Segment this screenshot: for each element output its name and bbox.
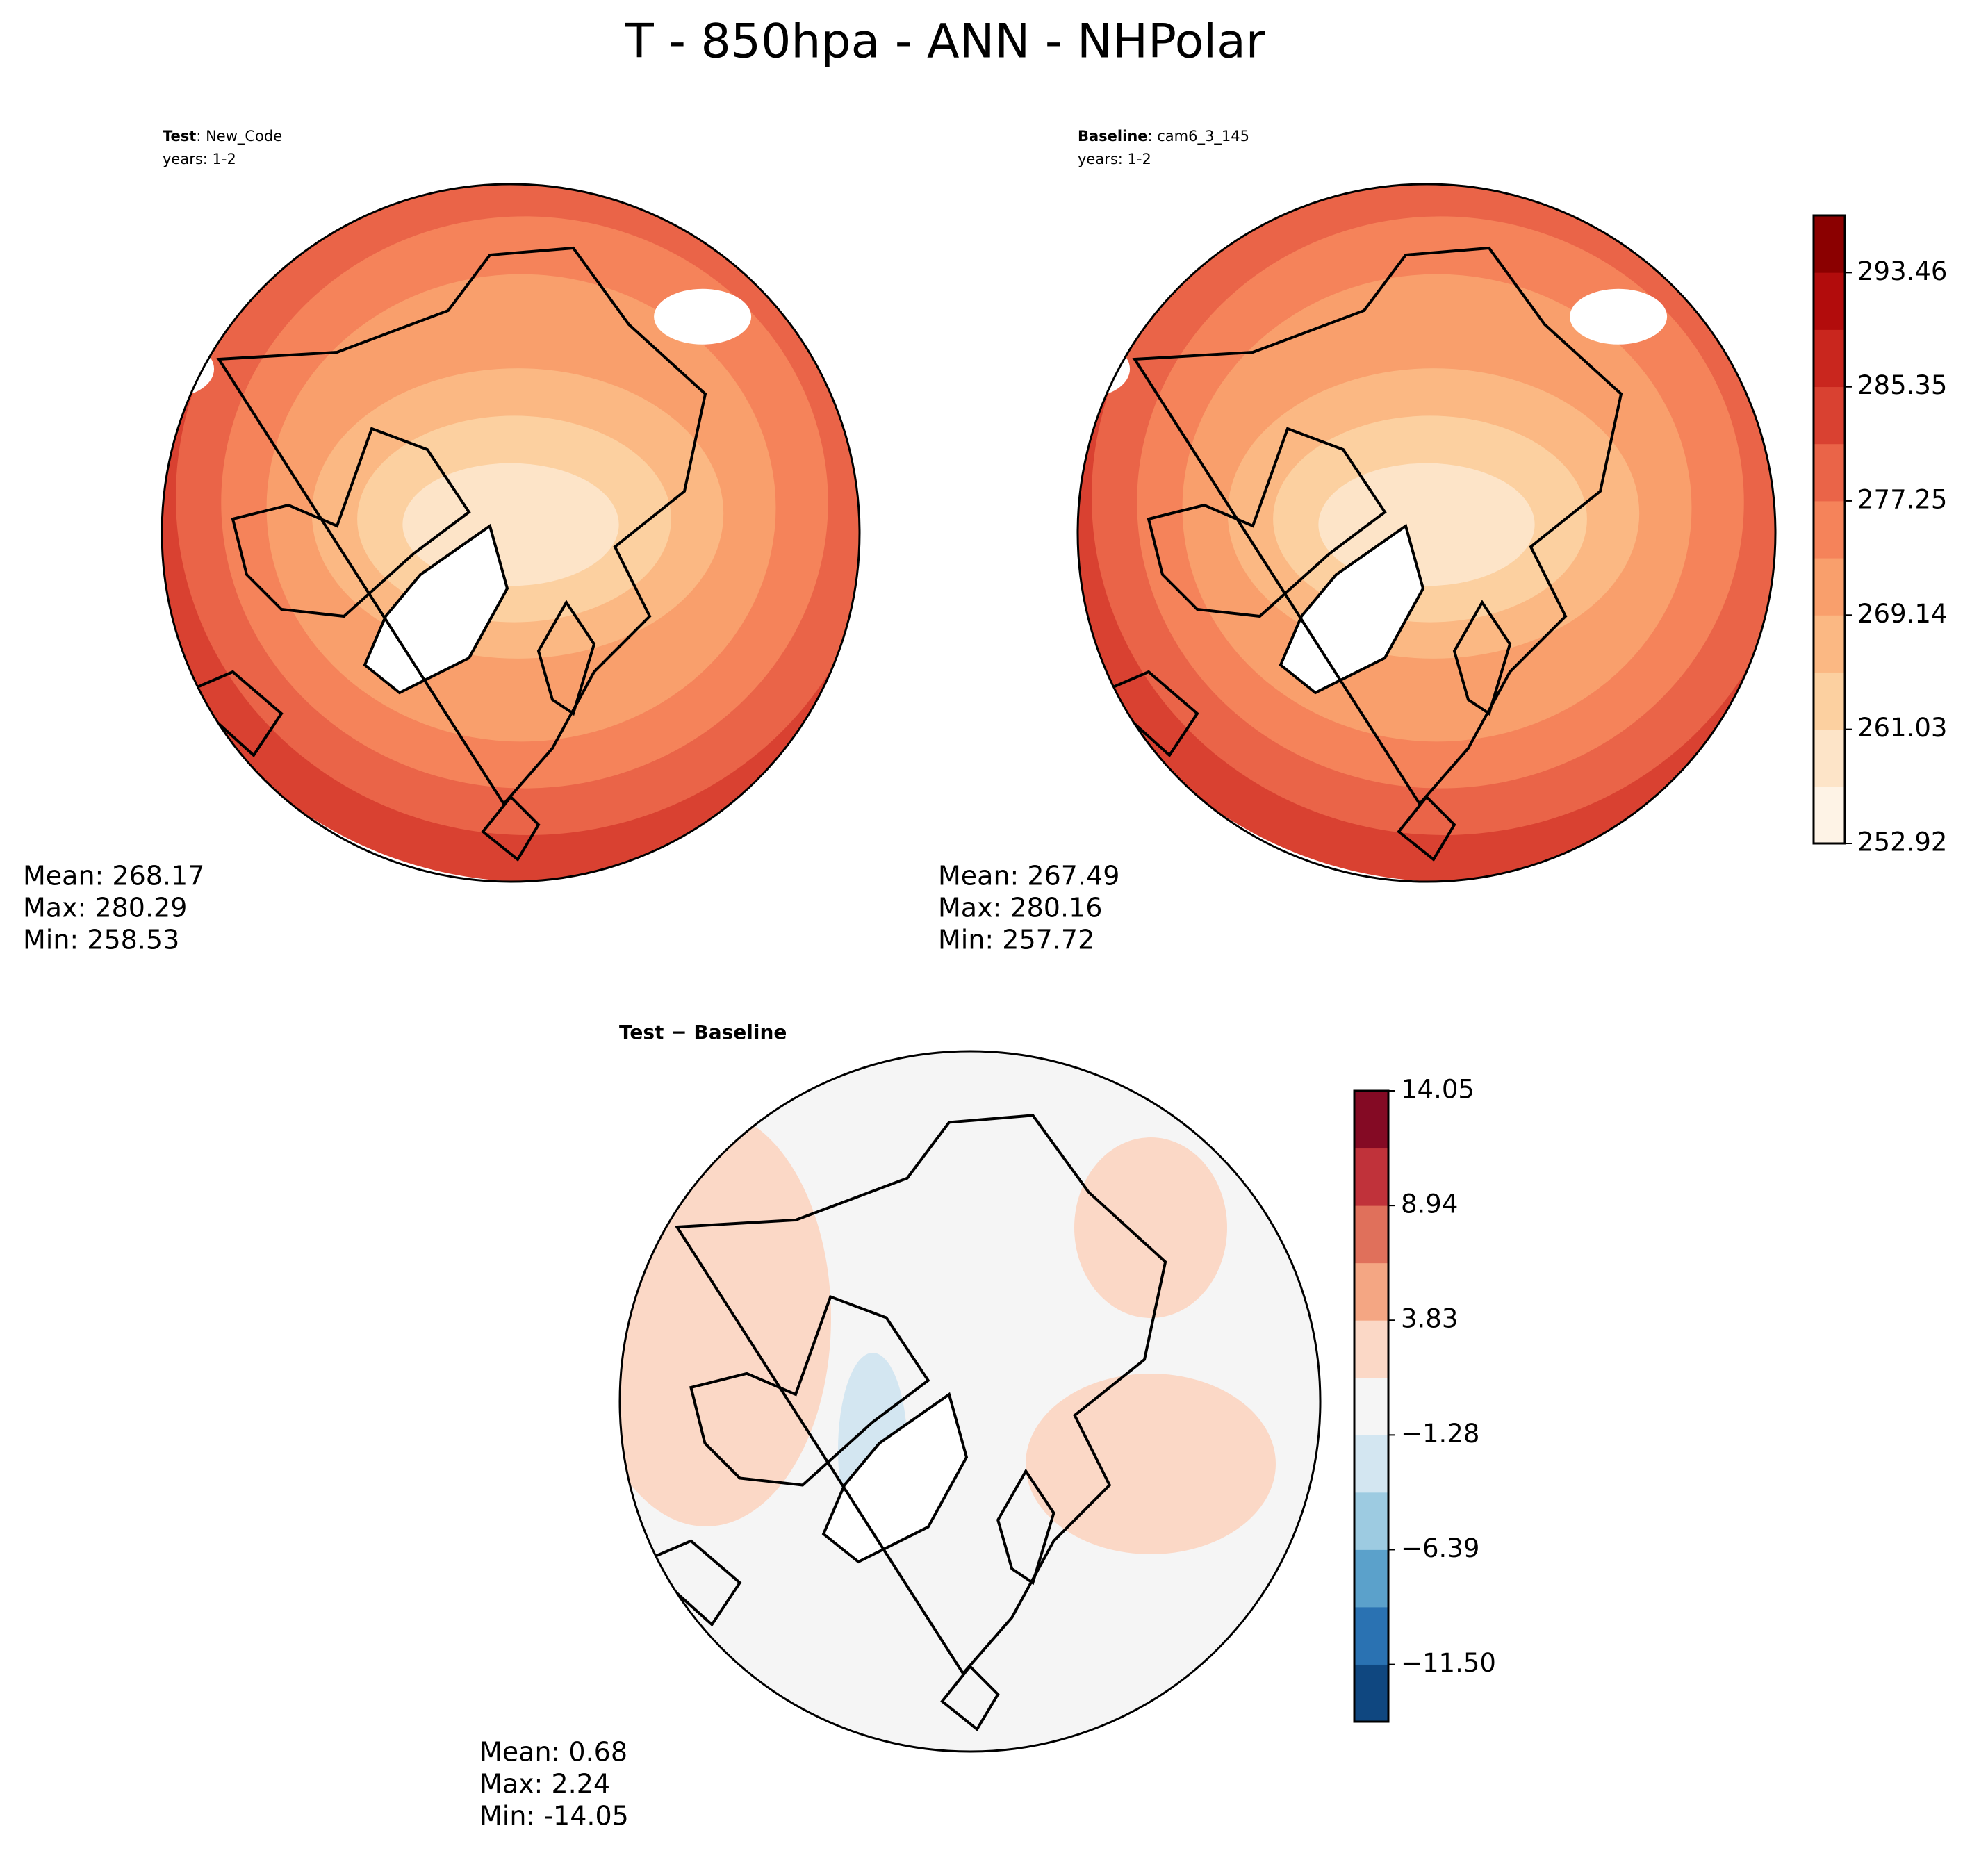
ice-sheet <box>1279 523 1425 695</box>
colorbar-tick-label: 285.35 <box>1857 370 1947 400</box>
colorbar-level <box>1814 615 1845 673</box>
colorbar-tick-label: 14.05 <box>1401 1075 1474 1105</box>
missing-data <box>654 288 752 345</box>
map-boundary <box>618 1050 1322 1753</box>
panel-years: years: 1-2 <box>1078 151 1151 167</box>
colorbar-tick-label: −11.50 <box>1401 1648 1496 1678</box>
colorbar-level <box>1814 729 1845 787</box>
colorbar-level <box>1354 1606 1388 1665</box>
colorbar-level <box>1354 1492 1388 1550</box>
coastline <box>216 246 707 807</box>
colorbar-level <box>1354 1435 1388 1493</box>
coastline <box>1452 600 1512 716</box>
colorbar-tick-label: 8.94 <box>1401 1189 1458 1219</box>
colorbar-level <box>1354 1262 1388 1321</box>
map-boundary <box>1076 183 1777 883</box>
colorbar-level <box>1814 558 1845 616</box>
colorbar-frame <box>1812 214 1846 845</box>
stat-line: Max: 2.24 <box>479 1769 610 1800</box>
map-boundary <box>161 183 861 883</box>
colorbar-tick-label: 252.92 <box>1857 827 1947 857</box>
panel-label-text: : cam6_3_145 <box>1148 128 1249 145</box>
coastline <box>674 1114 1167 1676</box>
colorbar-level <box>1814 672 1845 730</box>
coastline <box>536 600 596 716</box>
panel-years: years: 1-2 <box>163 151 236 167</box>
panel-label-bold: Test <box>163 128 196 145</box>
missing-data <box>1078 341 1131 397</box>
colorbar-level <box>1814 443 1845 502</box>
colorbar-level <box>1814 386 1845 445</box>
missing-data <box>162 341 215 397</box>
colorbar-level <box>1354 1148 1388 1206</box>
stat-line: Min: -14.05 <box>479 1801 629 1831</box>
contour-fill <box>1026 1374 1276 1554</box>
colorbar-level <box>1354 1377 1388 1435</box>
contour-fill <box>1074 1137 1227 1318</box>
coastline <box>1097 670 1199 758</box>
colorbar-level <box>1814 272 1845 330</box>
figure-title: T - 850hpa - ANN - NHPolar <box>624 15 1265 69</box>
stat-line: Min: 258.53 <box>23 925 179 955</box>
panel-label: Test: New_Code <box>163 128 282 145</box>
coastline <box>996 1468 1055 1586</box>
stat-line: Mean: 0.68 <box>479 1737 627 1768</box>
colorbar-frame <box>1353 1089 1390 1723</box>
stat-line: Mean: 267.49 <box>938 861 1119 891</box>
ice-sheet <box>363 523 509 695</box>
colorbar-tick-label: −6.39 <box>1401 1533 1479 1563</box>
coastline <box>639 1539 742 1627</box>
colorbar-level <box>1814 329 1845 388</box>
colorbar-tick-label: 277.25 <box>1857 484 1947 514</box>
colorbar-level <box>1354 1320 1388 1378</box>
colorbar-level <box>1814 215 1845 273</box>
stat-line: Min: 257.72 <box>938 925 1094 955</box>
colorbar-tick-label: 269.14 <box>1857 599 1947 629</box>
map <box>620 1051 1320 1752</box>
colorbar-tick-label: 3.83 <box>1401 1304 1458 1334</box>
missing-data <box>1570 288 1668 345</box>
coastline <box>940 1664 1000 1731</box>
stat-line: Max: 280.16 <box>938 893 1102 923</box>
colorbar-level <box>1814 786 1845 844</box>
coastline <box>481 795 541 862</box>
map <box>162 184 860 882</box>
colorbar-level <box>1814 500 1845 559</box>
panel-label: Baseline: cam6_3_145 <box>1078 128 1249 145</box>
colorbar-level <box>1354 1664 1388 1722</box>
colorbar-level <box>1354 1549 1388 1608</box>
stat-line: Mean: 268.17 <box>23 861 204 891</box>
coastline <box>1397 795 1456 862</box>
panel-label-text: : New_Code <box>196 128 282 145</box>
map <box>1078 184 1775 882</box>
colorbar-tick-label: −1.28 <box>1401 1419 1479 1449</box>
colorbar-level <box>1354 1091 1388 1149</box>
colorbar-tick-label: 261.03 <box>1857 713 1947 743</box>
stat-line: Max: 280.29 <box>23 893 187 923</box>
coastline <box>181 670 284 758</box>
colorbar-level <box>1354 1205 1388 1264</box>
panel-label-bold: Baseline <box>1078 128 1148 145</box>
coastline <box>1132 246 1623 807</box>
ice-sheet <box>821 1392 969 1564</box>
panel-label: Test − Baseline <box>619 1021 787 1044</box>
colorbar-tick-label: 293.46 <box>1857 256 1947 286</box>
